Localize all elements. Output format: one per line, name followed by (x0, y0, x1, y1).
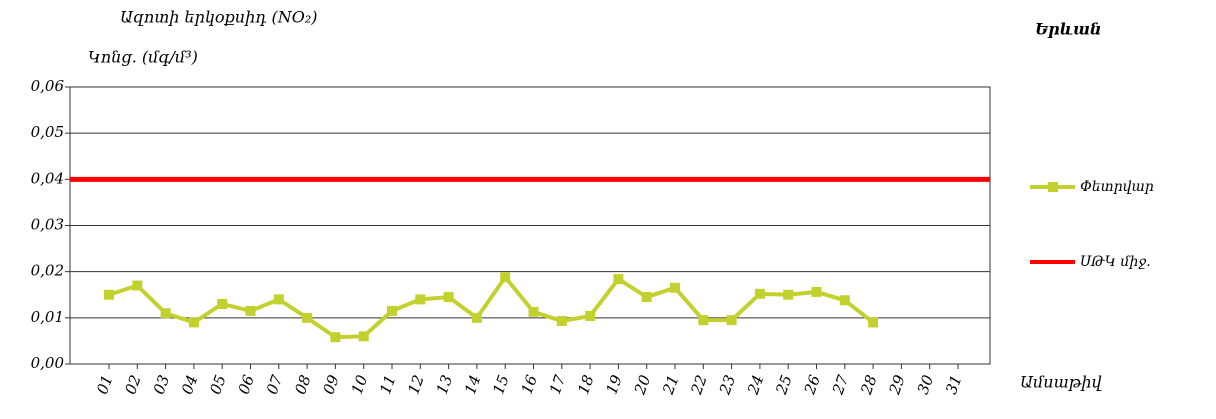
y-tick-label: 0,01 (31, 308, 64, 326)
x-tick-label: 09 (319, 372, 343, 397)
x-tick-label: 04 (178, 373, 201, 397)
x-tick-label: 14 (461, 373, 484, 397)
chart-title: Ազոտի երկօքսիդ (NO₂) (120, 8, 317, 27)
point-marker (839, 295, 850, 306)
x-tick-label: 08 (291, 373, 314, 397)
x-tick-label: 11 (376, 373, 399, 397)
x-tick-label: 16 (518, 372, 542, 397)
x-tick-label: 13 (433, 373, 456, 397)
point-marker (104, 289, 114, 300)
x-tick-label: 31 (942, 373, 965, 397)
point-marker (754, 288, 765, 299)
point-marker (670, 282, 680, 293)
point-marker (188, 317, 199, 328)
point-marker (698, 315, 709, 326)
x-tick-label: 10 (348, 372, 372, 397)
y-tick-label: 0,06 (31, 77, 65, 95)
x-tick-label: 24 (744, 373, 768, 398)
x-axis-label: Ամսաթիվ (1020, 373, 1102, 392)
point-marker (443, 292, 454, 303)
legend-marker (1048, 182, 1058, 192)
point-marker (387, 305, 397, 316)
point-marker (358, 331, 369, 342)
point-marker (528, 306, 539, 317)
x-tick-label: 30 (914, 372, 938, 397)
x-tick-label: 23 (715, 373, 739, 398)
point-marker (415, 294, 426, 305)
y-tick-label: 0,03 (31, 216, 64, 234)
x-tick-label: 28 (857, 373, 881, 398)
x-tick-label: 18 (574, 373, 597, 397)
y-tick-label: 0,04 (31, 169, 64, 187)
x-tick-label: 05 (206, 373, 229, 397)
x-tick-label: 29 (885, 372, 909, 397)
x-tick-label: 21 (659, 373, 683, 398)
point-marker (471, 312, 482, 323)
series-line (108, 275, 875, 340)
x-tick-label: 26 (800, 372, 824, 397)
x-tick-label: 03 (150, 373, 173, 397)
x-tick-label: 25 (772, 373, 796, 398)
y-tick-label: 0,02 (31, 262, 64, 280)
x-tick-label: 06 (235, 372, 259, 397)
x-tick-label: 12 (404, 373, 427, 397)
city-label: Երևան (1035, 20, 1101, 39)
plot-frame (69, 86, 991, 365)
x-tick-label: 07 (263, 372, 287, 397)
point-marker (273, 294, 284, 305)
x-tick-label: 20 (630, 372, 654, 397)
x-tick-label: 22 (687, 373, 711, 398)
point-marker (613, 274, 624, 285)
point-marker (245, 305, 256, 316)
x-tick-label: 02 (121, 373, 144, 397)
x-tick-label: 27 (829, 372, 853, 397)
y-tick-label: 0,00 (31, 354, 65, 372)
point-marker (302, 312, 313, 323)
point-marker (585, 310, 596, 321)
x-tick-label: 19 (602, 372, 626, 397)
point-marker (641, 292, 652, 303)
x-tick-label: 01 (93, 373, 116, 397)
point-marker (500, 272, 511, 283)
legend-label: ՍԹԿ միջ. (1080, 254, 1151, 270)
x-tick-label: 17 (546, 372, 570, 397)
point-marker (726, 315, 737, 326)
point-marker (217, 298, 228, 309)
legend-label: Փետրվար (1080, 179, 1154, 195)
point-marker (783, 289, 794, 300)
x-tick-label: 15 (489, 373, 512, 397)
y-tick-label: 0,05 (31, 123, 64, 141)
point-marker (160, 308, 171, 319)
point-marker (811, 286, 822, 297)
point-marker (330, 332, 341, 343)
point-marker (132, 280, 143, 291)
point-marker (868, 317, 879, 328)
y-axis-label: Կոնց. (մգ/մ³) (88, 48, 198, 67)
point-marker (556, 316, 567, 327)
